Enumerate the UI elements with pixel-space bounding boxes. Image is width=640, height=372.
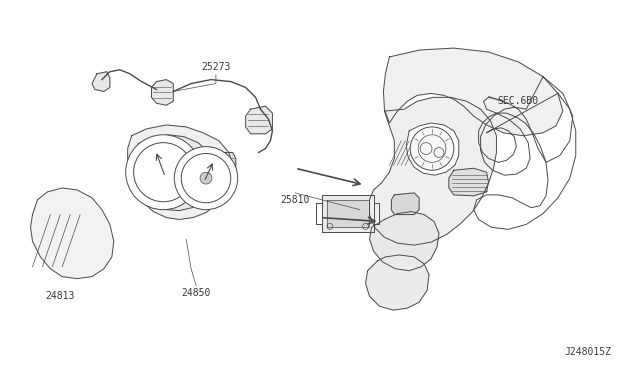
Polygon shape	[246, 106, 273, 134]
Polygon shape	[92, 72, 110, 92]
Polygon shape	[449, 168, 488, 196]
Polygon shape	[365, 255, 429, 310]
Polygon shape	[152, 80, 173, 105]
Polygon shape	[327, 200, 369, 227]
Circle shape	[200, 172, 212, 184]
Circle shape	[174, 147, 237, 210]
Text: J248015Z: J248015Z	[564, 347, 611, 357]
Circle shape	[410, 127, 454, 170]
Polygon shape	[128, 125, 233, 219]
Polygon shape	[369, 97, 497, 245]
Text: 24813: 24813	[45, 291, 75, 301]
Polygon shape	[223, 153, 236, 180]
Polygon shape	[406, 123, 459, 175]
Text: 25273: 25273	[201, 62, 230, 72]
Text: 25810: 25810	[280, 195, 310, 205]
Circle shape	[125, 135, 201, 210]
Text: SEC.6B0: SEC.6B0	[498, 96, 539, 106]
Polygon shape	[392, 193, 419, 215]
Polygon shape	[136, 135, 215, 211]
Polygon shape	[383, 48, 563, 136]
Polygon shape	[369, 212, 439, 271]
Polygon shape	[31, 188, 114, 279]
Text: 24850: 24850	[181, 288, 211, 298]
Polygon shape	[322, 195, 374, 232]
